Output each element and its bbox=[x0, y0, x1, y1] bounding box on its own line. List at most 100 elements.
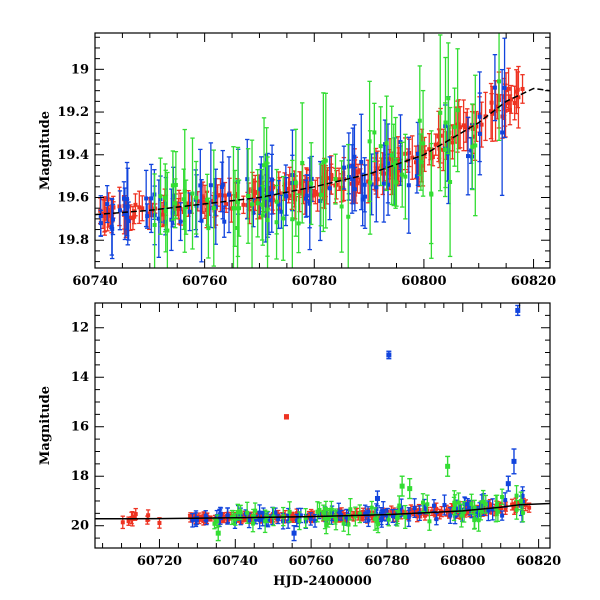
data-point bbox=[263, 519, 268, 524]
data-point bbox=[215, 519, 220, 524]
data-point bbox=[474, 124, 479, 129]
model-curve bbox=[95, 502, 550, 520]
data-point bbox=[495, 104, 500, 109]
data-point bbox=[247, 203, 252, 208]
data-point bbox=[251, 210, 256, 215]
data-point bbox=[339, 204, 344, 209]
data-point bbox=[490, 111, 495, 116]
data-point bbox=[341, 165, 346, 170]
data-point bbox=[503, 108, 508, 113]
data-point bbox=[506, 101, 511, 106]
data-point bbox=[359, 159, 364, 164]
data-point bbox=[245, 177, 250, 182]
data-point bbox=[294, 518, 299, 523]
y-axis-title: Magnitude bbox=[38, 386, 53, 465]
data-point bbox=[276, 202, 281, 207]
data-point bbox=[406, 183, 411, 188]
data-point bbox=[300, 160, 305, 165]
data-point bbox=[224, 202, 229, 207]
data-point bbox=[387, 156, 392, 161]
data-point bbox=[287, 509, 292, 514]
data-point bbox=[390, 171, 395, 176]
data-point bbox=[279, 209, 284, 214]
data-point bbox=[376, 521, 381, 526]
data-point bbox=[324, 522, 329, 527]
data-point bbox=[476, 518, 481, 523]
data-point bbox=[129, 515, 134, 520]
y-tick-label: 16 bbox=[71, 420, 89, 435]
data-point bbox=[457, 508, 462, 513]
data-point bbox=[220, 182, 225, 187]
data-point bbox=[320, 189, 325, 194]
data-point bbox=[323, 158, 328, 163]
data-point bbox=[265, 218, 270, 223]
y-axis-title: Magnitude bbox=[38, 111, 53, 190]
data-point bbox=[253, 190, 258, 195]
data-point bbox=[520, 510, 525, 515]
data-point bbox=[133, 512, 138, 517]
data-point bbox=[322, 177, 327, 182]
data-point bbox=[235, 199, 240, 204]
data-point bbox=[360, 515, 365, 520]
data-point bbox=[423, 506, 428, 511]
data-point bbox=[411, 509, 416, 514]
data-point bbox=[473, 143, 478, 148]
data-point bbox=[259, 175, 264, 180]
data-point bbox=[106, 207, 111, 212]
data-point bbox=[250, 521, 255, 526]
data-point bbox=[514, 493, 519, 498]
data-point bbox=[493, 108, 498, 113]
data-point bbox=[133, 202, 138, 207]
data-point bbox=[410, 155, 415, 160]
data-point bbox=[372, 130, 377, 135]
x-tick-label: 60820 bbox=[516, 554, 561, 569]
data-point bbox=[225, 514, 230, 519]
data-point bbox=[512, 101, 517, 106]
x-tick-label: 60820 bbox=[511, 274, 556, 289]
data-point bbox=[465, 127, 470, 132]
data-point bbox=[186, 201, 191, 206]
data-point bbox=[394, 180, 399, 185]
data-point bbox=[503, 507, 508, 512]
data-point bbox=[161, 208, 166, 213]
data-point bbox=[369, 505, 374, 510]
data-point bbox=[200, 195, 205, 200]
data-point bbox=[422, 503, 427, 508]
data-point bbox=[189, 202, 194, 207]
data-point bbox=[381, 181, 386, 186]
data-point bbox=[226, 192, 231, 197]
data-point bbox=[479, 122, 484, 127]
data-point bbox=[392, 169, 397, 174]
data-point bbox=[205, 197, 210, 202]
data-point bbox=[207, 206, 212, 211]
data-point bbox=[448, 513, 453, 518]
data-point bbox=[452, 506, 457, 511]
data-point bbox=[399, 505, 404, 510]
y-tick-label: 19.2 bbox=[57, 105, 89, 120]
data-point bbox=[385, 514, 390, 519]
data-point bbox=[286, 186, 291, 191]
data-point bbox=[430, 155, 435, 160]
data-point bbox=[184, 205, 189, 210]
data-point bbox=[297, 189, 302, 194]
data-point bbox=[336, 509, 341, 514]
data-point bbox=[510, 502, 515, 507]
data-point bbox=[271, 185, 276, 190]
data-point bbox=[190, 191, 195, 196]
data-point bbox=[470, 144, 475, 149]
y-tick-label: 19.6 bbox=[57, 191, 89, 206]
data-point bbox=[128, 215, 133, 220]
plot-area bbox=[95, 33, 550, 268]
data-point bbox=[117, 208, 122, 213]
data-point bbox=[527, 505, 532, 510]
data-point bbox=[326, 516, 331, 521]
data-point bbox=[493, 506, 498, 511]
data-point bbox=[257, 510, 262, 515]
data-point bbox=[366, 509, 371, 514]
data-point bbox=[434, 517, 439, 522]
outlier-point bbox=[515, 307, 521, 313]
data-point bbox=[417, 118, 422, 123]
data-point bbox=[215, 193, 220, 198]
data-point bbox=[452, 125, 457, 130]
data-point bbox=[353, 514, 358, 519]
